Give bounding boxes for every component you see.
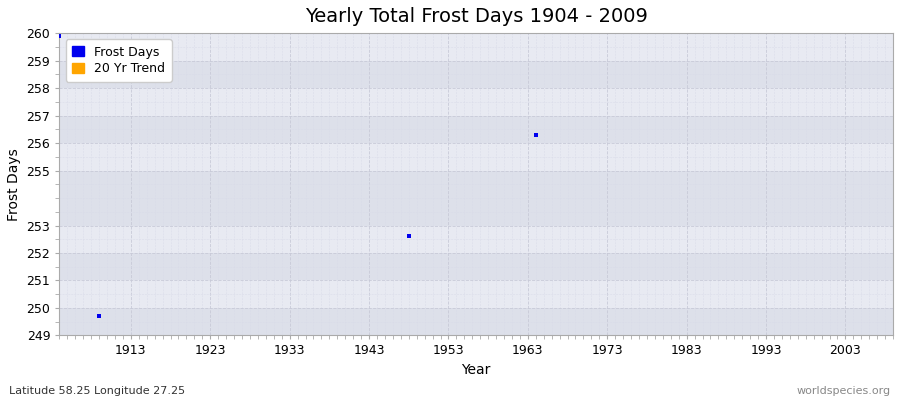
Bar — [59, 60, 893, 88]
Point — [401, 233, 416, 240]
Point — [528, 132, 543, 138]
Bar — [59, 33, 893, 60]
Text: Latitude 58.25 Longitude 27.25: Latitude 58.25 Longitude 27.25 — [9, 386, 185, 396]
Text: worldspecies.org: worldspecies.org — [796, 386, 891, 396]
Point — [92, 313, 106, 320]
X-axis label: Year: Year — [462, 363, 490, 377]
Point — [52, 33, 67, 39]
Bar — [59, 280, 893, 308]
Bar — [59, 116, 893, 143]
Bar — [59, 226, 893, 253]
Legend: Frost Days, 20 Yr Trend: Frost Days, 20 Yr Trend — [66, 39, 172, 82]
Bar — [59, 253, 893, 280]
Bar — [59, 88, 893, 116]
Bar — [59, 170, 893, 226]
Y-axis label: Frost Days: Frost Days — [7, 148, 21, 221]
Bar — [59, 143, 893, 170]
Bar — [59, 308, 893, 336]
Title: Yearly Total Frost Days 1904 - 2009: Yearly Total Frost Days 1904 - 2009 — [305, 7, 648, 26]
